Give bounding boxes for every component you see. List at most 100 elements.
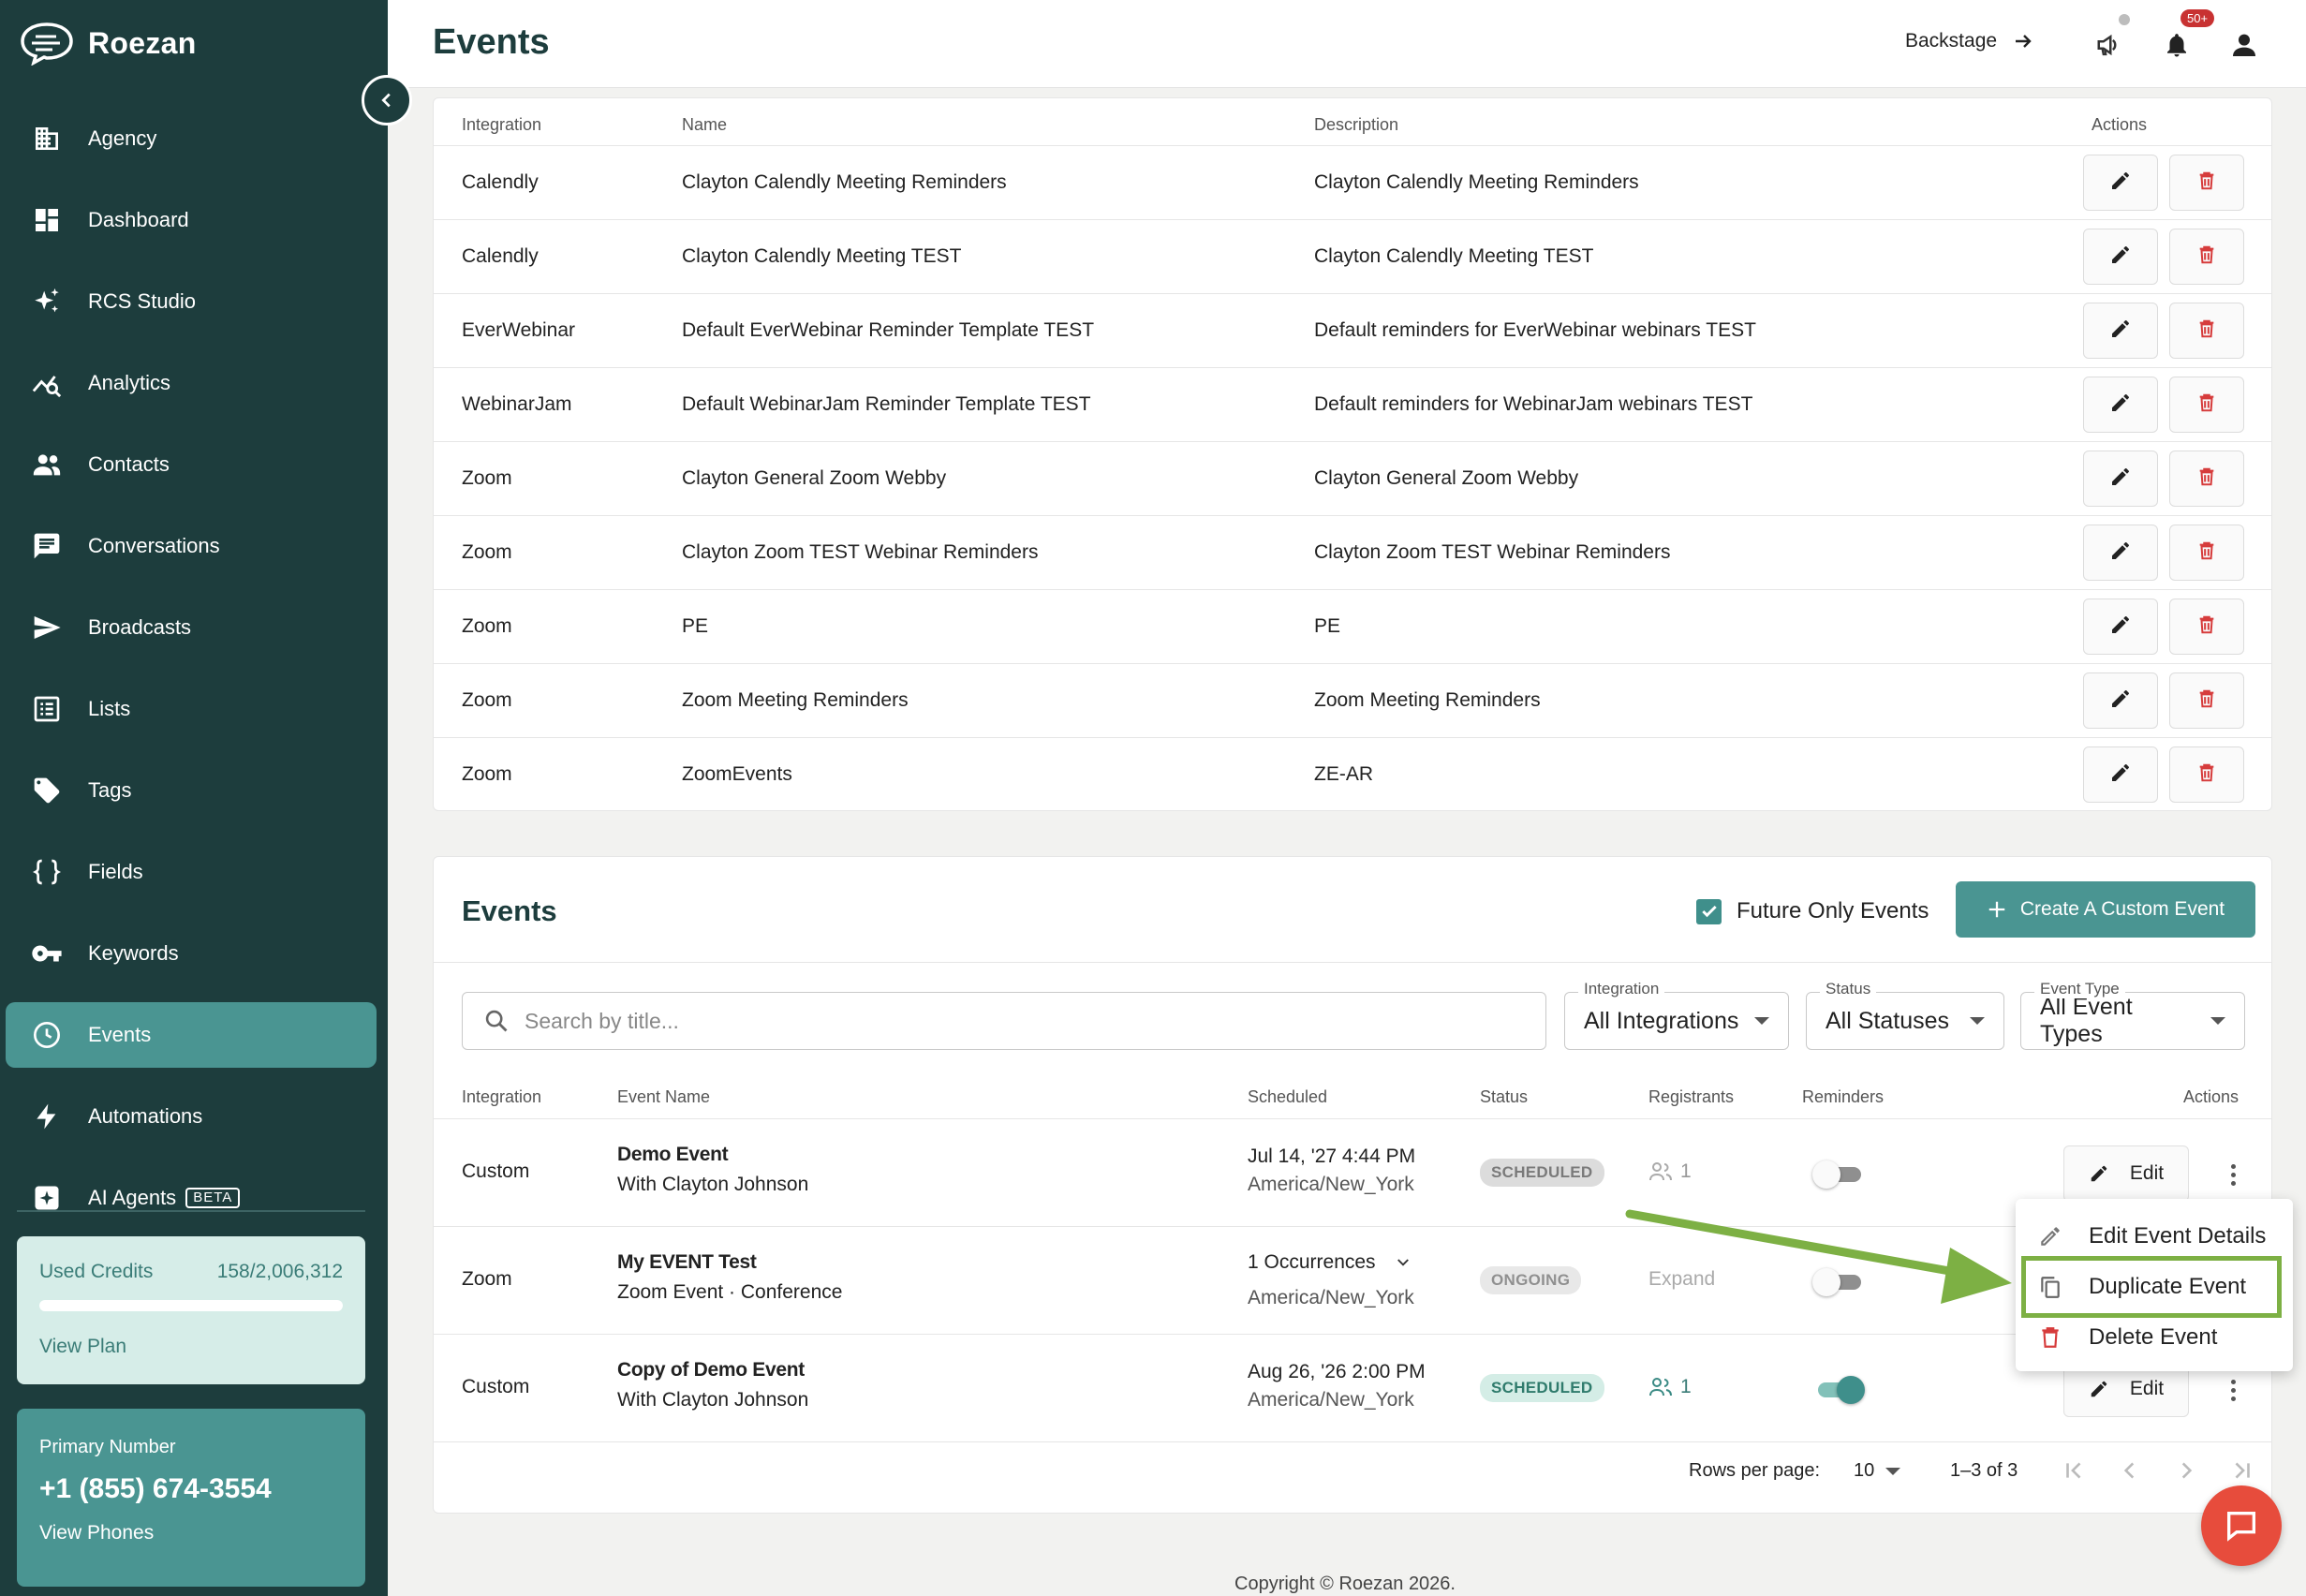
event-row[interactable]: Custom Copy of Demo Event With Clayton J… — [434, 1334, 2271, 1441]
braces-icon — [28, 853, 66, 891]
last-page-button[interactable] — [2230, 1458, 2254, 1488]
sidebar-item-analytics[interactable]: Analytics — [6, 350, 377, 416]
edit-template-button[interactable] — [2083, 229, 2158, 285]
integration-filter-select[interactable]: Integration All Integrations — [1564, 980, 1789, 1050]
delete-template-button[interactable] — [2169, 598, 2244, 655]
notification-count-badge: 50+ — [2180, 9, 2215, 27]
delete-template-button[interactable] — [2169, 155, 2244, 211]
pencil-icon — [2109, 539, 2132, 567]
support-chat-button[interactable] — [2201, 1485, 2282, 1566]
template-description: Clayton General Zoom Webby — [1314, 467, 1579, 489]
sidebar-item-automations[interactable]: Automations — [6, 1084, 377, 1149]
edit-template-button[interactable] — [2083, 155, 2158, 211]
event-integration: Zoom — [462, 1268, 512, 1290]
next-page-button[interactable] — [2174, 1458, 2198, 1488]
event-type-filter-select[interactable]: Event Type All Event Types — [2020, 980, 2245, 1050]
first-page-button[interactable] — [2062, 1458, 2086, 1488]
template-integration: Zoom — [462, 615, 512, 637]
bell-icon — [2167, 34, 2186, 57]
registrants-value: 1 — [1680, 1376, 1692, 1397]
sidebar-item-label: AI Agents — [88, 1186, 177, 1209]
registrants-value: 1 — [1680, 1160, 1692, 1182]
template-row: Zoom Clayton General Zoom Webby Clayton Ge… — [434, 441, 2271, 515]
template-description: ZE-AR — [1314, 763, 1373, 785]
notifications-button[interactable] — [2158, 26, 2195, 64]
view-phones-link[interactable]: View Phones — [39, 1522, 155, 1544]
edit-event-button[interactable]: Edit — [2063, 1145, 2189, 1202]
collapse-sidebar-button[interactable] — [362, 75, 412, 126]
delete-template-button[interactable] — [2169, 303, 2244, 359]
profile-button[interactable] — [2225, 26, 2263, 64]
edit-template-button[interactable] — [2083, 451, 2158, 507]
key-icon — [28, 935, 66, 972]
more-options-icon[interactable] — [2219, 1160, 2247, 1189]
sidebar-item-keywords[interactable]: Keywords — [6, 921, 377, 986]
reminders-toggle[interactable] — [1812, 1376, 1865, 1404]
edit-template-button[interactable] — [2083, 377, 2158, 433]
sidebar-item-tags[interactable]: Tags — [6, 758, 377, 823]
delete-template-button[interactable] — [2169, 746, 2244, 803]
sidebar-item-fields[interactable]: Fields — [6, 839, 377, 905]
menu-item-delete-event[interactable]: Delete Event — [2038, 1317, 2217, 1358]
sidebar-item-rcs-studio[interactable]: RCS Studio — [6, 269, 377, 334]
delete-template-button[interactable] — [2169, 451, 2244, 507]
event-name-link[interactable]: My EVENT Test — [617, 1251, 757, 1273]
delete-template-button[interactable] — [2169, 229, 2244, 285]
status-badge: SCHEDULED — [1480, 1374, 1604, 1402]
registrants-count[interactable]: 1 — [1648, 1160, 1692, 1183]
col-header-description: Description — [1314, 115, 1399, 134]
sidebar-item-agency[interactable]: Agency — [6, 106, 377, 171]
view-plan-link[interactable]: View Plan — [39, 1336, 127, 1357]
prev-page-button[interactable] — [2118, 1458, 2142, 1488]
pencil-icon — [2109, 687, 2132, 715]
future-only-toggle[interactable]: Future Only Events — [1696, 898, 1929, 924]
backstage-link[interactable]: Backstage — [1905, 30, 2034, 52]
menu-item-duplicate-event[interactable]: Duplicate Event — [2038, 1266, 2246, 1308]
announcement-dot — [2119, 14, 2130, 25]
more-options-icon[interactable] — [2219, 1376, 2247, 1404]
checkbox-checked-icon[interactable] — [1696, 898, 1722, 924]
event-name-link[interactable]: Copy of Demo Event — [617, 1359, 805, 1381]
registrants-count[interactable]: 1 — [1648, 1376, 1692, 1398]
sidebar-item-broadcasts[interactable]: Broadcasts — [6, 595, 377, 660]
event-actions-menu: Edit Event Details Duplicate Event Delet… — [2016, 1199, 2293, 1371]
caret-down-icon — [2210, 1017, 2225, 1025]
status-filter-select[interactable]: Status All Statuses — [1806, 980, 2004, 1050]
sidebar-item-events[interactable]: Events — [6, 1002, 377, 1068]
template-row: Zoom PE PE — [434, 589, 2271, 663]
menu-item-edit-event-details[interactable]: Edit Event Details — [2038, 1216, 2266, 1257]
sidebar-item-dashboard[interactable]: Dashboard — [6, 187, 377, 253]
create-custom-event-button[interactable]: Create A Custom Event — [1956, 881, 2255, 938]
event-row[interactable]: Zoom My EVENT Test Zoom Event · Conferen… — [434, 1226, 2271, 1334]
event-integration: Custom — [462, 1160, 530, 1182]
sidebar-item-contacts[interactable]: Contacts — [6, 432, 377, 497]
event-timezone: America/New_York — [1248, 1287, 1414, 1308]
edit-template-button[interactable] — [2083, 672, 2158, 729]
caret-down-icon — [1754, 1017, 1769, 1025]
delete-template-button[interactable] — [2169, 672, 2244, 729]
event-name-link[interactable]: Demo Event — [617, 1144, 729, 1165]
edit-template-button[interactable] — [2083, 525, 2158, 581]
occurrences-toggle[interactable]: 1 Occurrences — [1248, 1251, 1412, 1274]
edit-template-button[interactable] — [2083, 303, 2158, 359]
template-description: Default reminders for WebinarJam webinar… — [1314, 393, 1753, 415]
app-logo[interactable]: Roezan — [19, 21, 197, 66]
delete-template-button[interactable] — [2169, 377, 2244, 433]
reminders-toggle[interactable] — [1812, 1160, 1865, 1189]
sidebar-item-conversations[interactable]: Conversations — [6, 513, 377, 579]
edit-template-button[interactable] — [2083, 746, 2158, 803]
registrants-expand[interactable]: Expand — [1648, 1268, 1716, 1290]
edit-template-button[interactable] — [2083, 598, 2158, 655]
search-input[interactable]: Search by title... — [462, 992, 1546, 1050]
sidebar-item-label: Events — [88, 1023, 152, 1046]
sidebar-item-ai-agents[interactable]: AI Agents BETA — [6, 1165, 377, 1231]
reminders-toggle[interactable] — [1812, 1268, 1865, 1296]
event-row[interactable]: Custom Demo Event With Clayton Johnson J… — [434, 1118, 2271, 1226]
rows-per-page-select[interactable]: 10 — [1854, 1460, 1901, 1482]
beta-badge: BETA — [185, 1188, 241, 1208]
delete-template-button[interactable] — [2169, 525, 2244, 581]
sidebar-item-lists[interactable]: Lists — [6, 676, 377, 742]
announcements-button[interactable] — [2091, 26, 2128, 64]
sidebar-item-label: Automations — [88, 1104, 203, 1128]
template-name: Clayton Calendly Meeting TEST — [682, 245, 962, 267]
